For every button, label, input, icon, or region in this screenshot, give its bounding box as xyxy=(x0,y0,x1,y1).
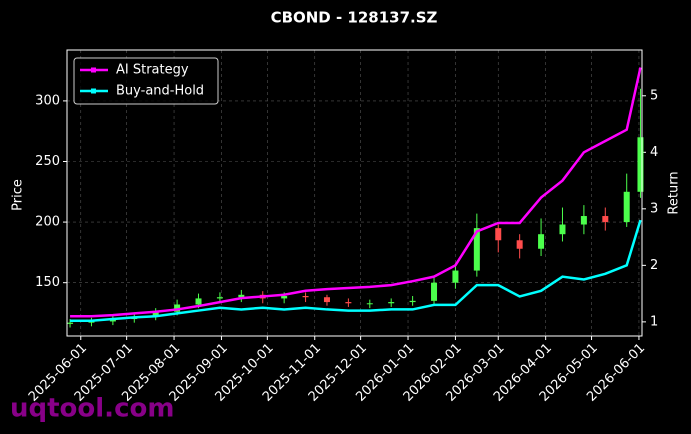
watermark: uqtool.com xyxy=(10,394,174,424)
candle-body xyxy=(602,216,609,223)
candle-body xyxy=(238,294,245,298)
candle-body xyxy=(516,240,523,249)
candle-body xyxy=(388,302,395,304)
candle-body xyxy=(580,216,587,225)
legend-label: Buy-and-Hold xyxy=(116,84,204,99)
candle-body xyxy=(67,322,74,324)
candle-body xyxy=(559,224,566,235)
candle-body xyxy=(637,137,644,192)
legend-marker xyxy=(91,88,96,94)
y2-tick-label: 4 xyxy=(650,145,658,160)
y-tick-label: 250 xyxy=(35,154,60,169)
candle-body xyxy=(152,311,159,317)
y2-axis-label: Return xyxy=(667,171,682,214)
candle-body xyxy=(409,300,416,303)
candle-body xyxy=(345,302,352,304)
candle-body xyxy=(431,282,438,301)
candle-body xyxy=(495,228,502,241)
candle-body xyxy=(88,321,95,323)
candle-body xyxy=(281,296,288,299)
y-tick-label: 150 xyxy=(35,275,60,290)
y2-tick-label: 2 xyxy=(650,258,658,273)
candle-body xyxy=(174,304,181,312)
y2-tick-label: 5 xyxy=(650,88,658,103)
candle-body xyxy=(195,298,202,305)
candle-body xyxy=(623,191,630,223)
candle-body xyxy=(538,234,545,249)
y2-tick-label: 1 xyxy=(650,314,658,329)
candle-body xyxy=(323,297,330,303)
candle-body xyxy=(452,270,459,283)
legend-label: AI Strategy xyxy=(116,63,189,78)
plot-frame xyxy=(66,49,643,337)
y-tick-label: 300 xyxy=(35,93,60,108)
legend-marker xyxy=(91,67,96,73)
legend-box xyxy=(73,57,219,105)
y2-tick-label: 3 xyxy=(650,201,658,216)
chart-title: CBOND - 128137.SZ xyxy=(271,9,438,27)
candle-body xyxy=(302,296,309,298)
candle-body xyxy=(216,297,223,299)
y-tick-label: 200 xyxy=(35,215,60,230)
candle-body xyxy=(473,228,480,271)
y-axis-label: Price xyxy=(11,179,26,211)
series-line xyxy=(70,67,642,318)
candle-body xyxy=(366,303,373,305)
series-line xyxy=(70,219,642,322)
